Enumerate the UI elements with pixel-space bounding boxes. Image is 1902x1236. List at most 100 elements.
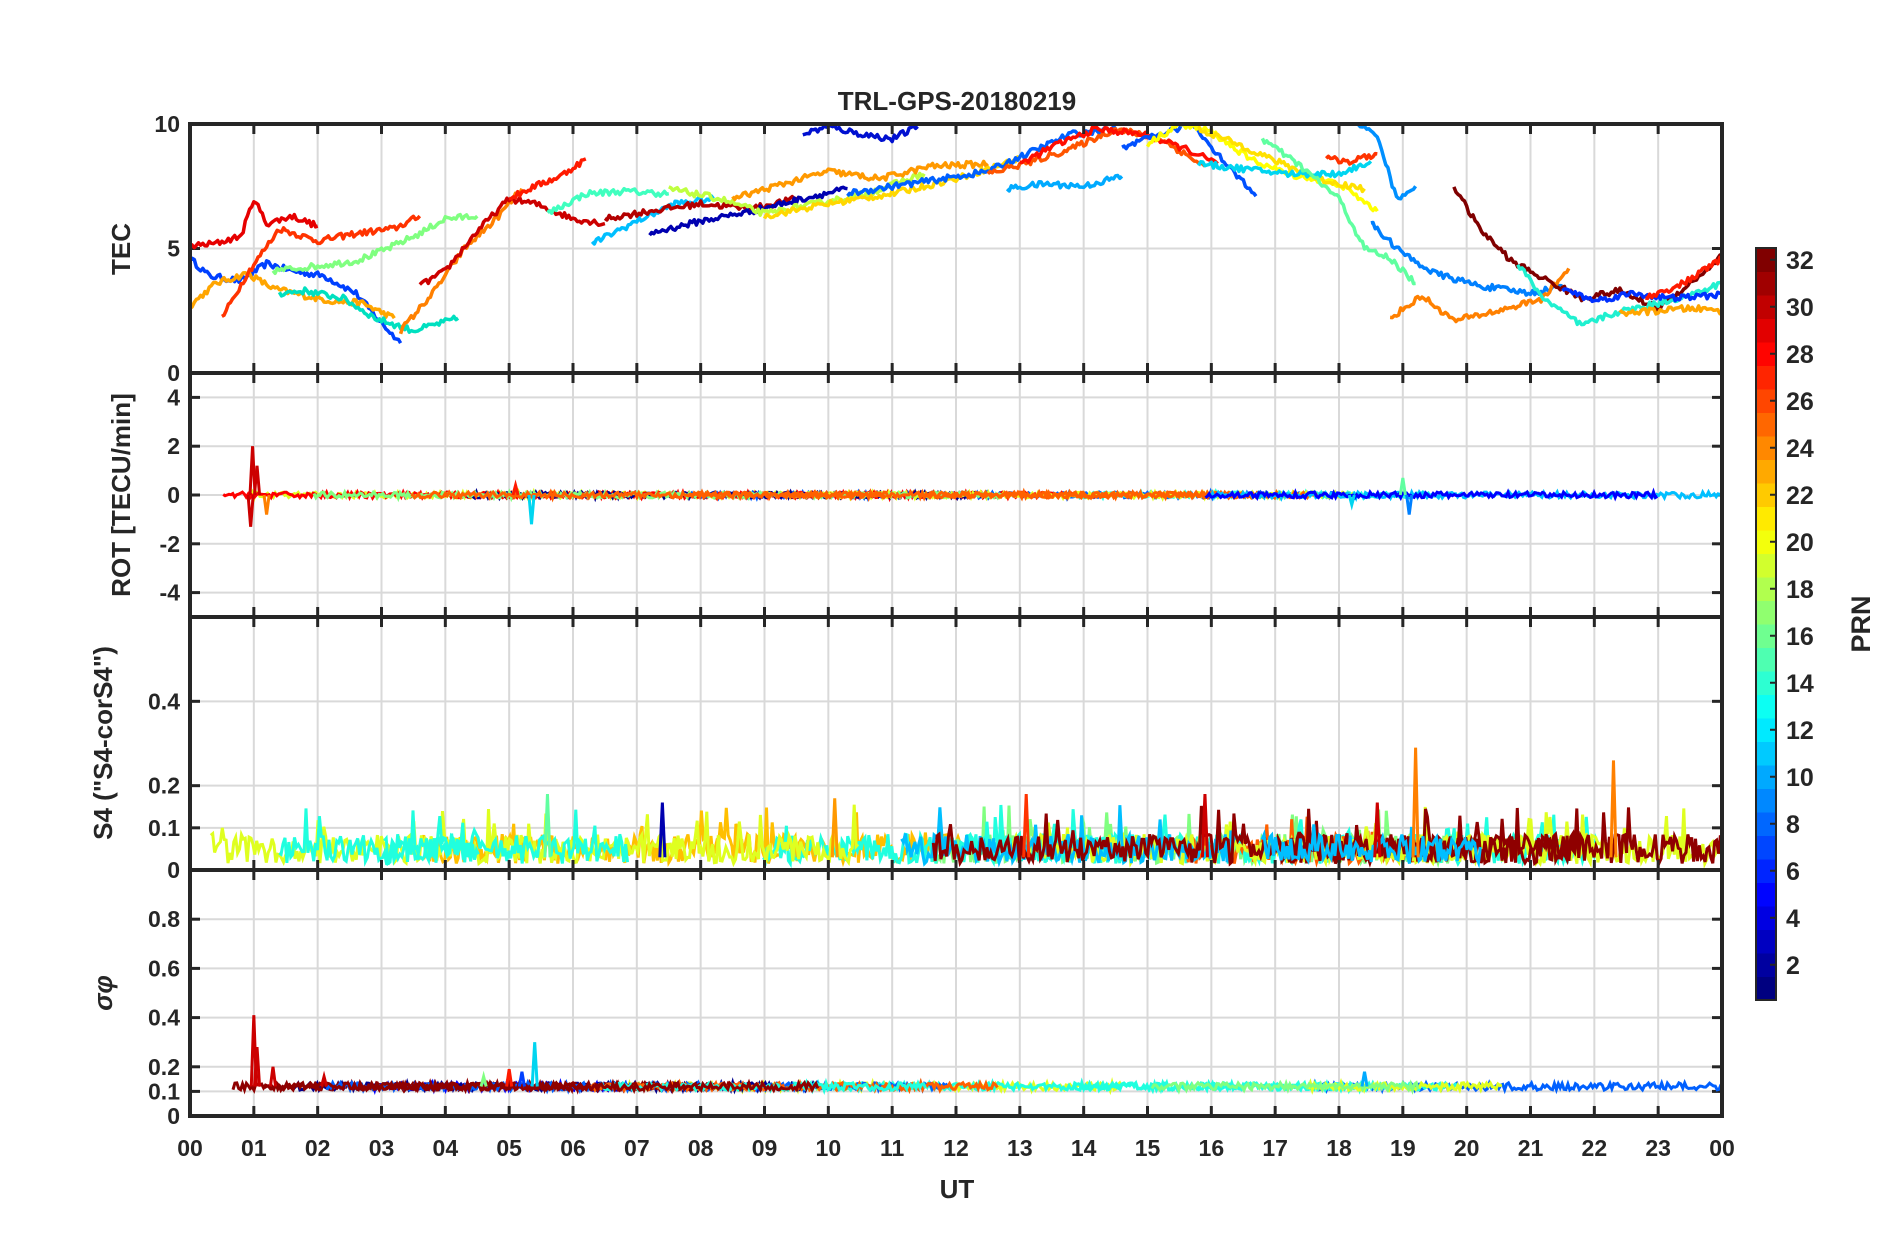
x-tick-label: 06	[560, 1135, 586, 1161]
y-tick-label: 0.4	[148, 1005, 180, 1031]
y-tick-label: 0.4	[148, 688, 180, 714]
y-tick-label: 0	[167, 482, 180, 508]
spike-mark	[252, 465, 262, 496]
tec-series-prn-4	[1561, 287, 1723, 304]
noise-trace	[1286, 807, 1722, 867]
noise-trace	[931, 805, 1582, 868]
colorbar-segment	[1756, 647, 1776, 672]
colorbar-tick-label: 12	[1786, 717, 1814, 745]
y-tick-label: 4	[167, 384, 180, 410]
colorbar-segment	[1756, 459, 1776, 484]
noise-trace	[278, 808, 480, 867]
colorbar-tick-label: 24	[1786, 435, 1814, 463]
x-tick-label: 18	[1326, 1135, 1352, 1161]
spike-mark	[830, 798, 839, 858]
spike-mark	[1609, 760, 1618, 858]
colorbar-tick-label: 4	[1786, 905, 1800, 933]
panel-tec: 0 5 10	[154, 111, 1724, 386]
colorbar-segment	[1756, 271, 1776, 296]
spike-mark	[658, 802, 667, 858]
spike-mark	[1398, 477, 1407, 496]
tec-series-prn-15	[546, 186, 670, 215]
noise-trace	[263, 1077, 820, 1095]
x-tick-label: 13	[1007, 1135, 1033, 1161]
x-tick-label: 20	[1454, 1135, 1480, 1161]
spike-mark	[527, 494, 536, 525]
colorbar-segment	[1756, 506, 1776, 531]
y-tick-label: 0.6	[148, 955, 180, 981]
tec-series-prn-7	[846, 124, 1117, 198]
y-axis-label-s4: S4 ("S4-corS4")	[88, 646, 118, 840]
y-tick-label: 2	[167, 433, 180, 459]
colorbar-tick-label: 16	[1786, 623, 1814, 651]
y-tick-label: 0.2	[148, 773, 180, 799]
x-tick-label: 12	[943, 1135, 969, 1161]
colorbar-tick-label: 14	[1786, 670, 1814, 698]
x-tick-label: 17	[1262, 1135, 1288, 1161]
spike-mark	[1200, 794, 1210, 858]
colorbar-segment	[1756, 577, 1776, 601]
x-tick-label: 10	[816, 1135, 842, 1161]
spike-mark	[320, 1070, 329, 1087]
spike-mark	[1022, 794, 1031, 858]
noise-trace	[1260, 824, 1482, 869]
x-tick-label: 00	[1709, 1135, 1735, 1161]
tec-series-prn-22	[1618, 304, 1724, 318]
tec-series-prn-3	[802, 123, 919, 144]
tec-series-prn-19	[1145, 122, 1379, 213]
colorbar-segment	[1756, 788, 1776, 813]
colorbar-segment	[1756, 483, 1776, 507]
panels: 0510-4-202400.10.20.400.10.20.40.60.8TEC…	[88, 111, 1724, 1129]
tec-series-prn-17	[271, 212, 479, 276]
panel-rot: -4 -2 0 2 4	[160, 371, 1724, 619]
panel-sigma-phi: 00.10.2 0.4 0.6 0.8	[148, 868, 1724, 1129]
colorbar-tick-label: 6	[1786, 858, 1800, 886]
x-tick-label: 19	[1390, 1135, 1416, 1161]
y-tick-label: 5	[167, 236, 180, 262]
tec-series-prn-26	[1324, 151, 1378, 166]
spike-mark	[1405, 494, 1414, 515]
spike-mark	[517, 1071, 526, 1087]
spike-mark	[248, 446, 257, 496]
colorbar-segment	[1756, 624, 1776, 648]
y-axis-label-rot: ROT [TECU/min]	[106, 393, 136, 597]
x-tick-label: 09	[752, 1135, 778, 1161]
colorbar-tick-label: 32	[1786, 247, 1814, 275]
noise-trace	[1150, 1078, 1420, 1095]
spike-mark	[511, 479, 520, 496]
colorbar-segment	[1756, 248, 1776, 272]
tec-series-prn-28	[1019, 125, 1219, 166]
colorbar-tick-label: 2	[1786, 952, 1800, 980]
colorbar-tick-label: 22	[1786, 482, 1814, 510]
colorbar-segment	[1756, 318, 1776, 343]
x-tick-label: 15	[1135, 1135, 1161, 1161]
noise-trace	[1204, 487, 1659, 502]
tec-series-prn-21	[1196, 125, 1366, 194]
tec-series-prn-10	[1356, 123, 1418, 201]
spike-mark	[262, 494, 271, 515]
spike-mark	[505, 1069, 514, 1087]
colorbar-segment	[1756, 671, 1776, 695]
panel-s4: 0 0.1 0.2 0.4	[148, 615, 1724, 883]
colorbar-tick-label: 8	[1786, 811, 1800, 839]
spike-mark	[543, 794, 552, 858]
colorbar-tick-label: 10	[1786, 764, 1814, 792]
spike-mark	[1411, 747, 1420, 858]
tec-series-prn-14	[277, 286, 460, 334]
tec-series-prn-2	[648, 185, 848, 237]
x-tick-label: 07	[624, 1135, 650, 1161]
chart-title: TRL-GPS-20180219	[838, 86, 1076, 116]
colorbar-segment	[1756, 765, 1776, 789]
spike-mark	[268, 1066, 278, 1087]
panel-frame	[188, 868, 1724, 1118]
colorbar-segment	[1756, 741, 1776, 766]
colorbar-tick-label: 26	[1786, 388, 1814, 416]
y-tick-label: 0.1	[148, 1078, 180, 1104]
tec-series-prn-16	[1260, 137, 1416, 286]
colorbar-segment	[1756, 976, 1776, 1001]
x-axis-label: UT	[940, 1174, 975, 1204]
spike-mark	[1373, 802, 1382, 858]
x-tick-label: 08	[688, 1135, 714, 1161]
